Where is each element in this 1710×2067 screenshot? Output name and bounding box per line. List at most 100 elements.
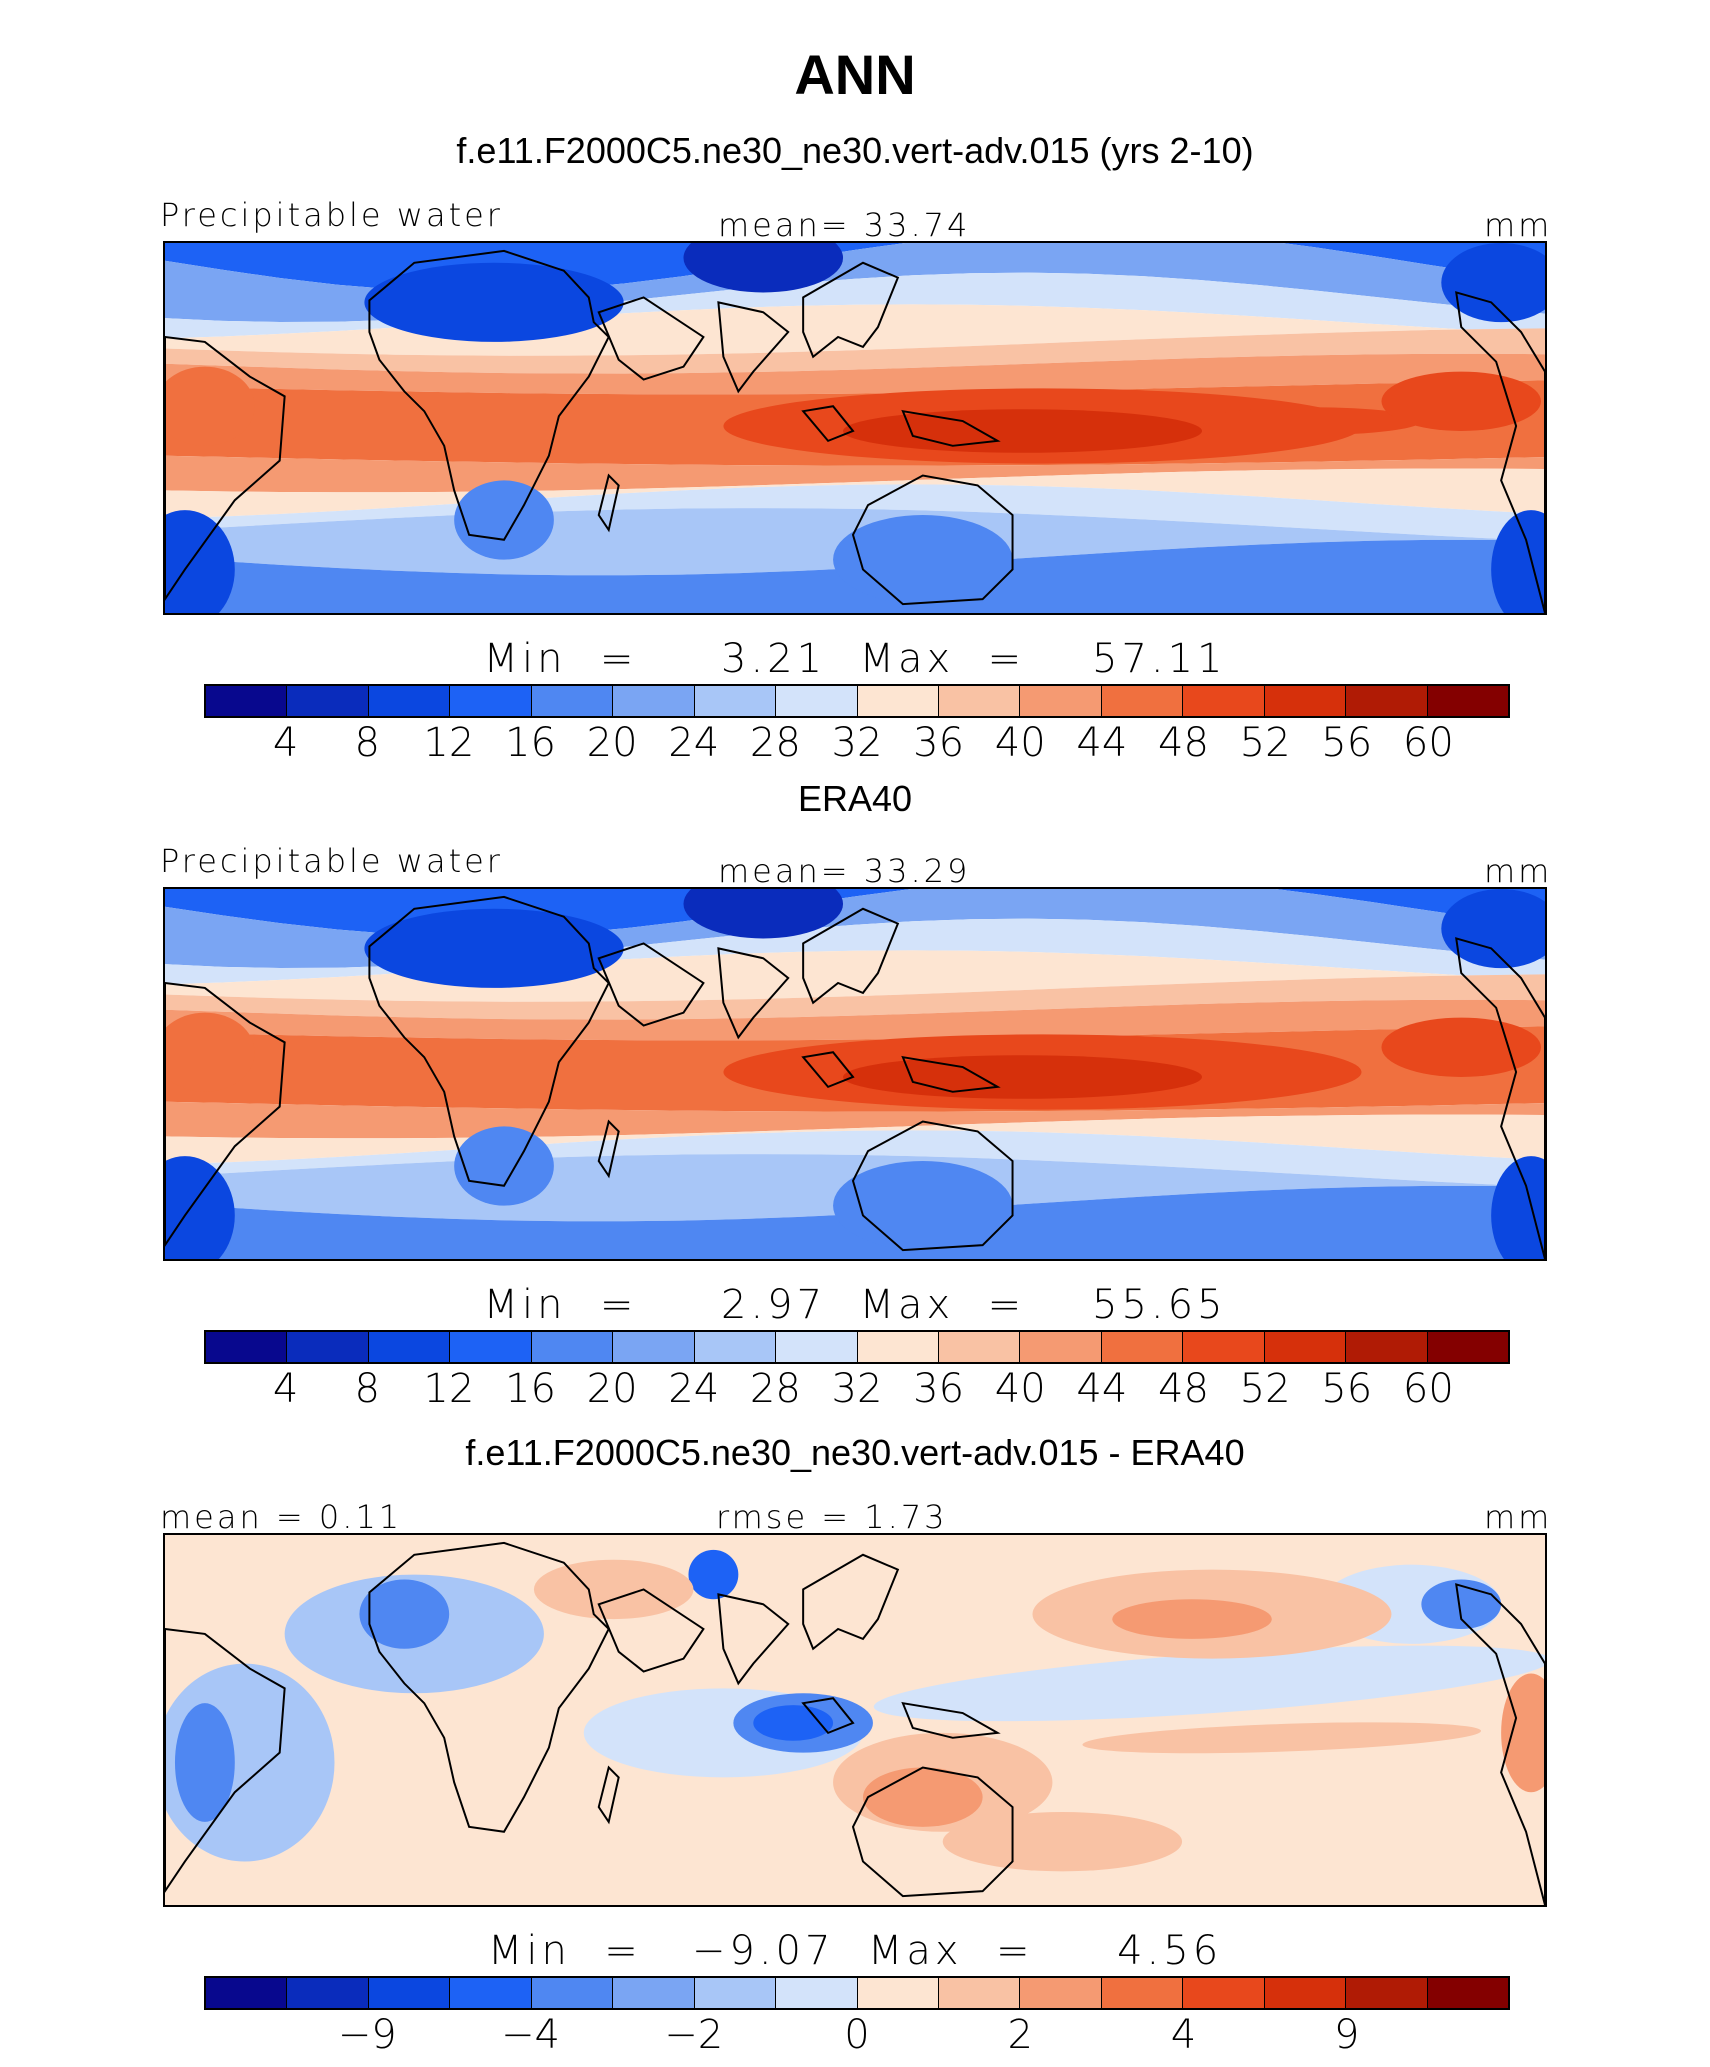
contour-blob xyxy=(533,1559,694,1620)
coastline xyxy=(851,474,1014,606)
contour-band xyxy=(165,468,1545,519)
colorbar-tick-label: 56 xyxy=(1321,720,1373,766)
contour-blob xyxy=(454,480,554,560)
coastline xyxy=(368,1541,610,1833)
contour-band xyxy=(165,272,1545,339)
panel-2-colorbar xyxy=(204,1330,1510,1364)
contour-band xyxy=(165,999,1545,1041)
colorbar-tick-label: 8 xyxy=(354,720,380,766)
colorbar-tick-label: 44 xyxy=(1076,1366,1128,1412)
colorbar-swatch xyxy=(531,1978,614,2008)
panel-2-map-svg xyxy=(165,889,1545,1259)
colorbar-swatch xyxy=(857,686,939,716)
contour-blob xyxy=(843,1055,1202,1099)
colorbar-swatch xyxy=(531,686,614,716)
panel-3-map xyxy=(163,1533,1547,1907)
colorbar-swatch xyxy=(1183,1332,1265,1362)
coastline xyxy=(597,942,705,1027)
coastline xyxy=(717,1593,790,1686)
contour-blob xyxy=(364,262,624,342)
colorbar-swatch xyxy=(1264,1978,1347,2008)
colorbar-swatch xyxy=(938,686,1021,716)
contour-blob xyxy=(359,1579,450,1649)
colorbar-tick-label: 4 xyxy=(272,1366,299,1412)
contour-band xyxy=(165,484,1545,541)
colorbar-swatch xyxy=(776,1978,858,2008)
contour-blob xyxy=(862,1767,983,1827)
contour-blob xyxy=(1491,1156,1545,1259)
colorbar-swatch xyxy=(938,1978,1021,2008)
colorbar-tick-label: −2 xyxy=(664,2012,724,2058)
contour-band xyxy=(165,974,1545,1020)
figure-title: ANN xyxy=(794,43,916,106)
panel-2-units-label: mm xyxy=(1484,852,1553,890)
colorbar-swatch xyxy=(1183,1978,1265,2008)
contour-blob xyxy=(683,243,844,293)
colorbar-tick-label: 48 xyxy=(1158,1366,1209,1412)
panel-1-variable-label: Precipitable water xyxy=(160,196,503,234)
colorbar-swatch xyxy=(694,686,777,716)
colorbar-tick-label: 44 xyxy=(1076,720,1128,766)
colorbar-swatch xyxy=(287,1978,369,2008)
colorbar-tick-label: 52 xyxy=(1239,720,1291,766)
colorbar-swatch xyxy=(776,686,858,716)
contour-blob xyxy=(165,366,255,446)
contour-blob xyxy=(1112,1599,1272,1639)
coastline xyxy=(597,1588,705,1673)
coastline xyxy=(901,1701,1001,1739)
colorbar-tick-label: 9 xyxy=(1334,2012,1360,2058)
colorbar-tick-label: 20 xyxy=(586,720,638,766)
colorbar-swatch xyxy=(1427,1332,1508,1362)
coastline xyxy=(597,296,705,381)
colorbar-tick-label: 48 xyxy=(1158,720,1209,766)
coastline xyxy=(597,473,620,533)
contour-blob xyxy=(1082,1722,1482,1754)
colorbar-swatch xyxy=(1020,1978,1102,2008)
colorbar-tick-label: 40 xyxy=(994,1366,1046,1412)
colorbar-swatch xyxy=(450,686,532,716)
coastline xyxy=(1455,937,1545,1259)
colorbar-tick-label: −4 xyxy=(501,2012,560,2058)
panel-3-rmse-label: rmse = 1.73 xyxy=(716,1498,948,1536)
colorbar-swatch xyxy=(287,686,369,716)
coastline xyxy=(801,1051,855,1089)
coastline xyxy=(851,1766,1014,1898)
panel-1-colorbar-ticks: 4 8 12 16 20 24 28 32 36 40 44 48 52 56 60 xyxy=(204,720,1510,768)
colorbar-tick-label: 4 xyxy=(272,720,299,766)
panel-3-units-label: mm xyxy=(1484,1498,1553,1536)
contour-blob xyxy=(942,1812,1183,1872)
colorbar-swatch xyxy=(694,1332,777,1362)
coastline xyxy=(165,981,286,1247)
colorbar-tick-label: 12 xyxy=(423,1366,475,1412)
panel-3-map-svg xyxy=(165,1535,1545,1905)
colorbar-tick-label: 24 xyxy=(668,720,720,766)
contour-band xyxy=(165,353,1545,395)
colorbar-tick-label: 60 xyxy=(1402,720,1454,766)
contour-band xyxy=(165,950,1545,1002)
contour-blob xyxy=(688,1549,739,1600)
coastline xyxy=(368,895,610,1187)
coastline xyxy=(901,1055,1001,1093)
contour-blob xyxy=(1441,243,1545,323)
coastline xyxy=(165,1627,286,1893)
colorbar-swatch xyxy=(1264,686,1347,716)
colorbar-tick-label: 16 xyxy=(505,720,556,766)
contour-blob xyxy=(454,1126,554,1206)
contour-blob xyxy=(364,908,624,988)
panel-2-variable-label: Precipitable water xyxy=(160,842,503,880)
coastline xyxy=(801,405,855,443)
contour-band xyxy=(165,1130,1545,1187)
colorbar-tick-label: 24 xyxy=(668,1366,720,1412)
panel-2-mean-label: mean= 33.29 xyxy=(718,852,971,890)
panel-1-colorbar xyxy=(204,684,1510,718)
panel-3-minmax: Min = −9.07 Max = 4.56 xyxy=(487,1928,1223,1974)
colorbar-swatch xyxy=(206,1978,288,2008)
contour-band xyxy=(165,328,1545,374)
coastline xyxy=(165,335,286,601)
colorbar-tick-label: 36 xyxy=(913,720,965,766)
panel-2-colorbar-ticks: 4 8 12 16 20 24 28 32 36 40 44 48 52 56 60 xyxy=(204,1366,1510,1414)
colorbar-swatch xyxy=(1183,686,1265,716)
coastline xyxy=(717,301,790,394)
coastline xyxy=(802,1553,900,1651)
contour-blob xyxy=(753,1705,834,1741)
